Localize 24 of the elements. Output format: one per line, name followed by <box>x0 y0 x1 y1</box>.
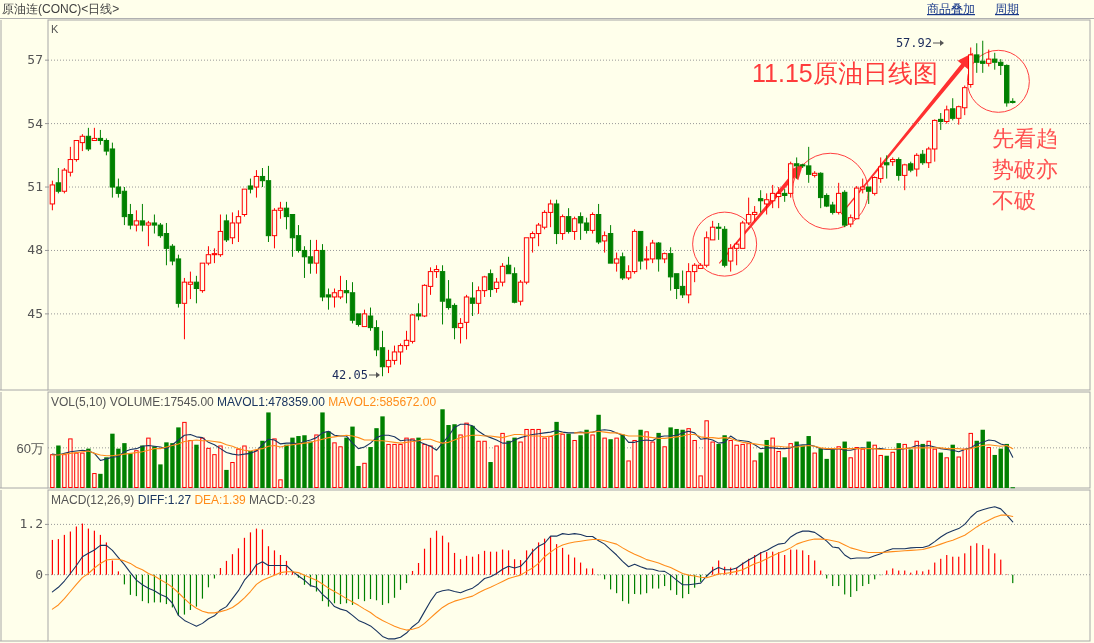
chart-title: VOL(5,10) <box>51 395 107 409</box>
chart-title: 原油连(CONC)<日线> <box>2 2 120 16</box>
annotation: 57.92 <box>895 36 932 50</box>
annotation: K <box>51 23 59 35</box>
annotation: 先看趋势破亦不破 <box>992 126 1058 213</box>
text: DEA:1.39 <box>191 493 247 507</box>
y-tick-label: 0 <box>35 566 43 582</box>
y-tick-label: 45 <box>27 305 43 321</box>
series-label: MAVOL1:478359.00 <box>213 395 326 409</box>
text: VOLUME:17545.00 <box>106 395 215 409</box>
chart-title: MACD(12,26,9) <box>51 493 135 507</box>
y-tick-label: 54 <box>27 115 44 131</box>
series-label: MACD:-0.23 <box>245 493 316 507</box>
annotation: 11.15原油日线图 <box>752 59 938 87</box>
text: MAVOL2:585672.00 <box>324 395 437 409</box>
text: 商品叠加 <box>927 2 975 16</box>
text: DIFF:1.27 <box>134 493 192 507</box>
y-tick-label: 48 <box>27 242 43 258</box>
text: 周期 <box>995 2 1019 16</box>
y-tick-label: 57 <box>27 52 43 68</box>
y-tick-label: 1.2 <box>19 516 43 532</box>
ref-line-label: 60万 <box>16 440 44 456</box>
y-tick-label: 51 <box>27 179 43 195</box>
annotation: 42.05 <box>331 368 368 382</box>
